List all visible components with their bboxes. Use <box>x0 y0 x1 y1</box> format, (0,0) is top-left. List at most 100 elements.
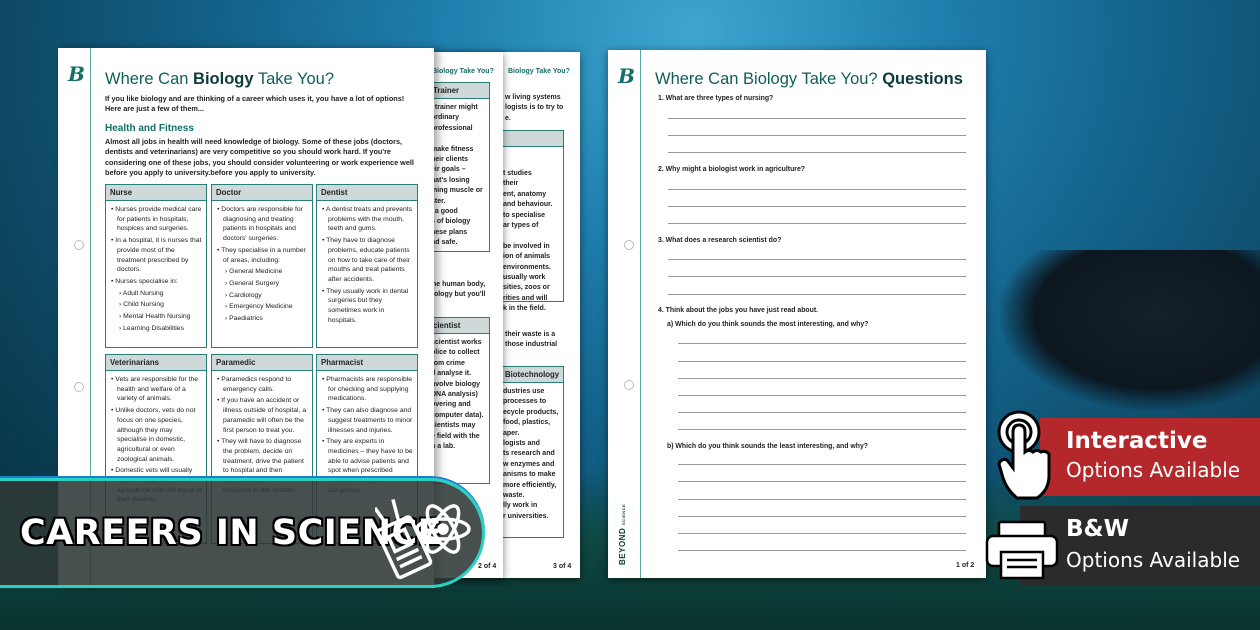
text-line: nvolve biology <box>431 380 481 388</box>
bullet-item: • Nurses provide medical care for patien… <box>111 206 202 233</box>
text-line: scientist works <box>431 339 482 346</box>
text-line: l trainer might <box>431 104 478 111</box>
text-line: n a lab. <box>431 443 456 451</box>
question-4a: a) Which do you think sounds the most in… <box>667 321 869 328</box>
info-box-scientist: cientist scientist works olice to collect… <box>430 317 490 484</box>
page-number: 2 of 4 <box>478 563 497 570</box>
career-card-title: Pharmacist <box>317 355 417 371</box>
bullet-item: • They usually work in dental surgeries … <box>322 287 409 324</box>
bullet-item: • Unlike doctors, vets do not focus on o… <box>111 407 196 463</box>
text-line: ster. <box>431 197 446 205</box>
text-fragment: their waste is a those industrial <box>505 330 557 351</box>
bw-options-badge: B&W Options Available <box>1020 506 1260 586</box>
career-card-doctor: Doctor • Doctors are responsible for diag… <box>211 184 313 348</box>
text-line: e field with the <box>431 432 480 440</box>
career-card-title: Veterinarians <box>106 355 206 371</box>
question-4: 4. Think about the jobs you have just re… <box>658 307 819 314</box>
text-line <box>503 231 563 241</box>
info-box-title: Biotechnology <box>503 367 563 383</box>
text-line: k in the field. <box>503 305 546 313</box>
punch-hole <box>624 240 634 250</box>
page-title: Where Can Biology Take You? <box>105 70 334 88</box>
punch-hole <box>624 380 634 390</box>
intro-text: If you like biology and are thinking of … <box>105 94 405 114</box>
text-fragment: he human body, iology but you'll <box>432 280 485 301</box>
text-line: e. <box>505 114 511 122</box>
page-title: Where Can Biology Take You? Questions <box>655 70 963 88</box>
sub-bullet-item: › Adult Nursing <box>119 289 164 297</box>
answer-line <box>678 481 966 482</box>
bullet-item: • They specialise in a number of areas, … <box>217 246 306 264</box>
text-line: s of biology <box>431 218 471 226</box>
bullet-item: • If you have an accident or illness out… <box>217 397 307 434</box>
answer-line <box>678 516 966 517</box>
career-card-title: Dentist <box>317 185 417 201</box>
answer-line <box>678 378 966 379</box>
text-line: computer data). <box>431 411 484 419</box>
bullet-item: • Pharmacists are responsible for checki… <box>322 376 413 403</box>
punch-hole <box>74 382 84 392</box>
answer-line <box>668 118 966 119</box>
beyond-logo: B <box>618 64 635 88</box>
career-card-title: Doctor <box>212 185 312 201</box>
sub-bullet-item: › Emergency Medicine <box>225 303 293 311</box>
text-line: usually work <box>503 274 546 282</box>
page-header: Biology Take You? <box>432 68 494 75</box>
sub-bullet-item: › Learning Disabilities <box>119 324 184 332</box>
text-line: logists is to try to <box>505 104 564 112</box>
answer-line <box>668 206 966 207</box>
answer-line <box>678 499 966 500</box>
text-line: ent, anatomy <box>503 190 547 198</box>
info-box-title <box>503 131 563 147</box>
info-box-text: t studies their ent, anatomy and behaviour.… <box>503 169 563 315</box>
answer-line <box>668 223 966 224</box>
info-box: t studies their ent, anatomy and behaviour.… <box>502 130 564 312</box>
text-line: be involved in <box>503 242 550 250</box>
sub-bullet-item: › Child Nursing <box>119 301 164 309</box>
text-line: waste. <box>503 492 525 500</box>
text-line: sities, zoos or <box>503 284 550 292</box>
printer-icon <box>985 520 1059 580</box>
text-line <box>431 134 489 144</box>
text-line: ar types of <box>503 222 539 230</box>
section-paragraph: Almost all jobs in health will need know… <box>105 137 414 177</box>
margin-line <box>640 50 641 578</box>
text-line: dustries use <box>503 388 545 395</box>
text-line: logists and <box>503 440 540 448</box>
answer-line <box>678 412 966 413</box>
questions-page: B Where Can Biology Take You? Questions … <box>608 50 986 578</box>
bullet-item: • Nurses specialise in: <box>111 277 178 285</box>
sub-bullet-item: › General Medicine <box>225 268 283 276</box>
text-line: their <box>503 180 519 188</box>
sub-bullet-item: › Cardiology <box>225 291 262 299</box>
text-line: l a good <box>431 208 458 216</box>
text-line: professional <box>431 124 473 132</box>
answer-line <box>678 533 966 534</box>
answer-line <box>668 152 966 153</box>
text-line: environments. <box>503 263 551 271</box>
bullet-item: • Vets are responsible for the health an… <box>111 376 199 403</box>
background-diver <box>1000 250 1260 410</box>
touch-hand-icon <box>997 410 1051 500</box>
question-2: 2. Why might a biologist work in agricul… <box>658 166 806 173</box>
text-line: to specialise <box>503 211 546 219</box>
text-line: anisms to make <box>503 471 556 479</box>
text-line: ion of animals <box>503 253 551 261</box>
sub-bullet-item: › General Surgery <box>225 279 280 287</box>
info-box-biotechnology: Biotechnology dustries use processes to ec… <box>502 366 564 538</box>
bullet-item: • A dentist treats and prevents problems… <box>322 206 413 233</box>
text-line: more efficiently, <box>503 481 557 489</box>
interactive-options-badge: Interactive Options Available <box>1040 418 1260 496</box>
page-header: Biology Take You? <box>508 68 570 75</box>
text-line: rities and will <box>503 294 548 302</box>
answer-line <box>678 343 966 344</box>
text-line: processes to <box>503 398 547 406</box>
question-1: 1. What are three types of nursing? <box>658 95 774 102</box>
career-card-title: Paramedic <box>212 355 312 371</box>
text-line: heir clients <box>431 156 468 164</box>
text-line: nd safe. <box>431 239 458 247</box>
info-box-text: dustries use processes to ecycle products,… <box>503 387 563 522</box>
badge-title: B&W <box>1066 516 1129 542</box>
margin-line <box>90 48 91 588</box>
page-number: 3 of 4 <box>553 563 572 570</box>
